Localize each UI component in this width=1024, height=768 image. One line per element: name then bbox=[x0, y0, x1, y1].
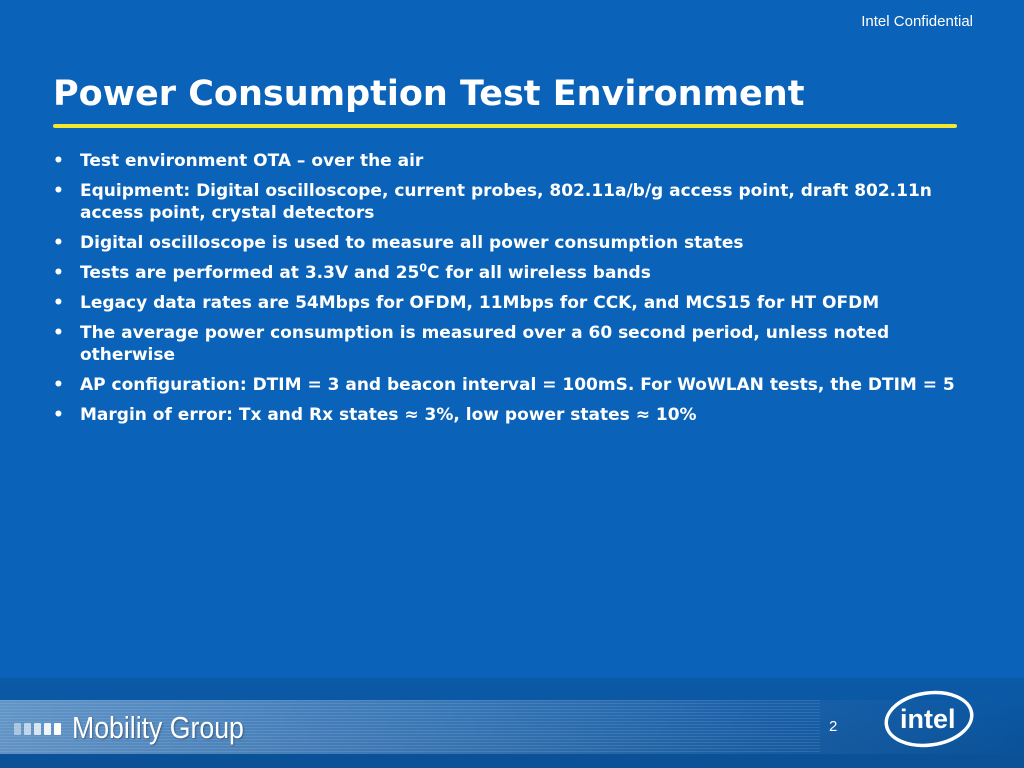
bullet-text: Tests are performed at 3.3V and 250C for… bbox=[80, 261, 651, 283]
bullet-text: Margin of error: Tx and Rx states ≈ 3%, … bbox=[80, 405, 697, 425]
bullet-dot-icon: • bbox=[53, 323, 64, 343]
logo-wordmark: intel bbox=[900, 704, 956, 734]
title-underline bbox=[53, 124, 957, 128]
bullet-text: AP configuration: DTIM = 3 and beacon in… bbox=[80, 375, 955, 395]
bullet-dot-icon: • bbox=[53, 375, 64, 395]
bar-mark bbox=[14, 723, 21, 735]
footer-bar: Mobility Group 2 intel bbox=[0, 678, 1024, 768]
bullet-list: • Test environment OTA – over the air • … bbox=[53, 150, 968, 434]
bullet-item: • Equipment: Digital oscilloscope, curre… bbox=[53, 180, 968, 224]
bullet-text: The average power consumption is measure… bbox=[80, 323, 890, 365]
bullet-item: • AP configuration: DTIM = 3 and beacon … bbox=[53, 374, 968, 396]
bullet-item: • Test environment OTA – over the air bbox=[53, 150, 968, 172]
footer-band bbox=[0, 700, 1024, 754]
intel-logo-icon: intel bbox=[883, 688, 975, 750]
footer-band-texture bbox=[0, 700, 820, 754]
bullet-dot-icon: • bbox=[53, 181, 64, 201]
bullet-dot-icon: • bbox=[53, 233, 64, 253]
slide-title: Power Consumption Test Environment bbox=[53, 74, 805, 114]
bullet-text: Test environment OTA – over the air bbox=[80, 151, 424, 171]
bullet-item: • Legacy data rates are 54Mbps for OFDM,… bbox=[53, 292, 968, 314]
group-name: Mobility Group bbox=[72, 710, 244, 745]
bullet-text: Equipment: Digital oscilloscope, current… bbox=[80, 181, 932, 223]
bullet-text-part: C for all wireless bands bbox=[427, 263, 651, 283]
bar-mark bbox=[34, 723, 41, 735]
bullet-text-part: Tests are performed at 3.3V and 25 bbox=[80, 263, 420, 283]
mobility-group-bars-icon bbox=[14, 723, 61, 735]
intel-logo-graphic: intel bbox=[884, 690, 974, 748]
bullet-item: • Margin of error: Tx and Rx states ≈ 3%… bbox=[53, 404, 968, 426]
bullet-dot-icon: • bbox=[53, 151, 64, 171]
bullet-text: Legacy data rates are 54Mbps for OFDM, 1… bbox=[80, 293, 880, 313]
bullet-item: • Digital oscilloscope is used to measur… bbox=[53, 232, 968, 254]
page-number: 2 bbox=[829, 718, 838, 735]
bullet-item: • The average power consumption is measu… bbox=[53, 322, 968, 366]
bullet-dot-icon: • bbox=[53, 405, 64, 425]
bullet-item: • Tests are performed at 3.3V and 250C f… bbox=[53, 262, 968, 284]
bar-mark bbox=[44, 723, 51, 735]
bar-mark bbox=[24, 723, 31, 735]
bar-mark bbox=[54, 723, 61, 735]
degree-superscript: 0 bbox=[419, 261, 428, 275]
confidential-label: Intel Confidential bbox=[861, 13, 973, 30]
bullet-dot-icon: • bbox=[53, 263, 64, 283]
bullet-text: Digital oscilloscope is used to measure … bbox=[80, 233, 744, 253]
bullet-dot-icon: • bbox=[53, 293, 64, 313]
logo-swoosh bbox=[884, 690, 974, 748]
